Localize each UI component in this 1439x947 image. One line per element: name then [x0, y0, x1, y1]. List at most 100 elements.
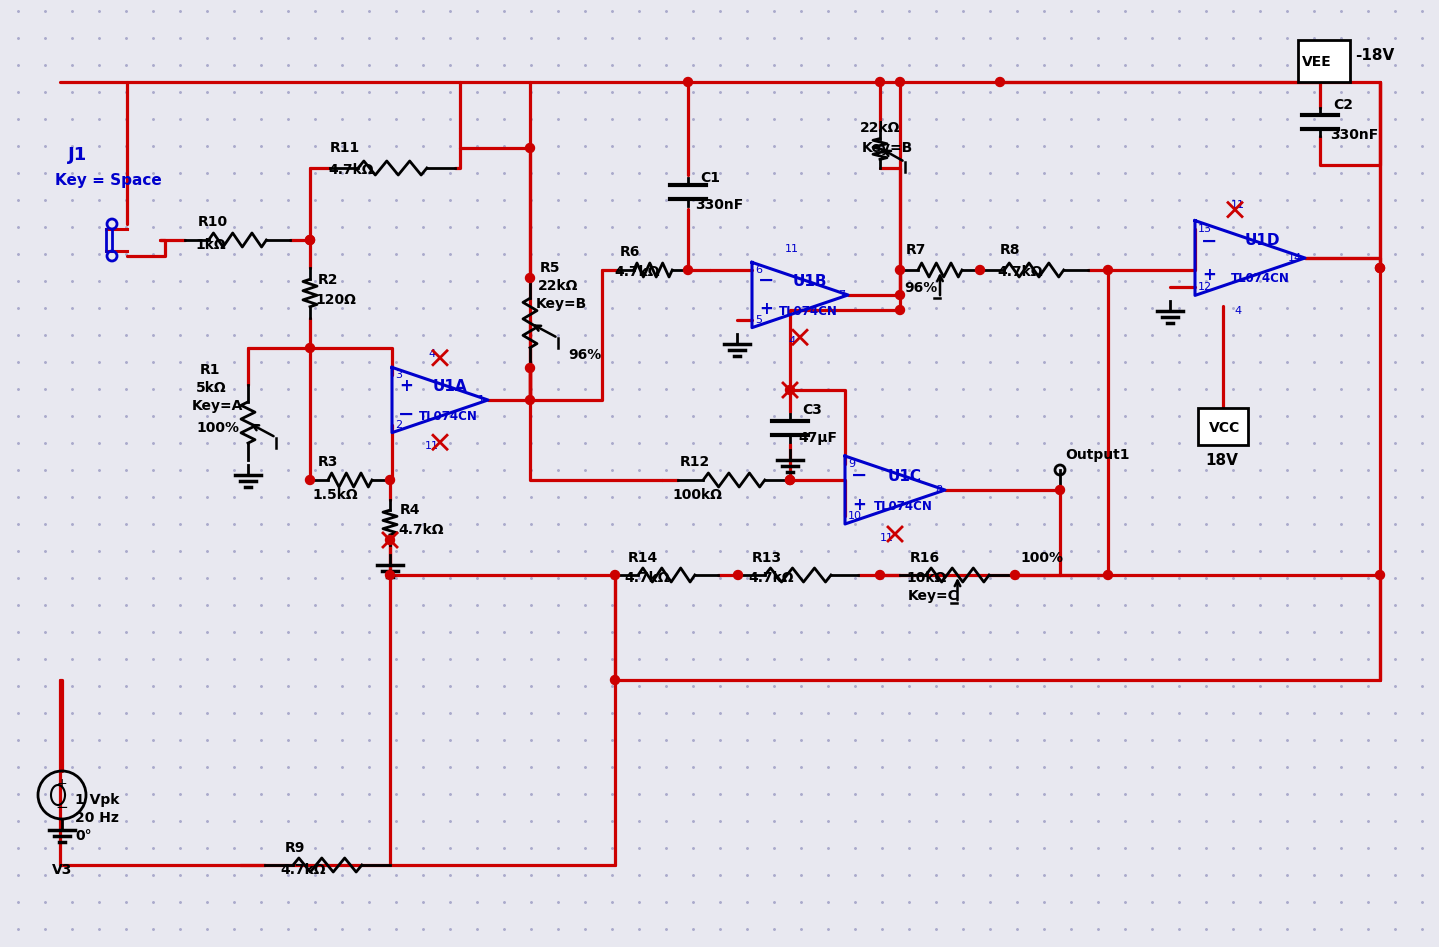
- Text: 22kΩ: 22kΩ: [538, 279, 578, 293]
- Text: R10: R10: [199, 215, 229, 229]
- Text: +: +: [399, 377, 413, 395]
- Text: Key=A: Key=A: [191, 399, 243, 413]
- Circle shape: [895, 265, 905, 275]
- Circle shape: [684, 78, 692, 86]
- Text: VCC: VCC: [1209, 421, 1240, 435]
- Text: TL074CN: TL074CN: [419, 409, 478, 422]
- Circle shape: [734, 570, 743, 580]
- Text: −: −: [397, 405, 414, 424]
- Text: 4.7kΩ: 4.7kΩ: [399, 523, 443, 537]
- Text: 0°: 0°: [75, 829, 92, 843]
- Text: 1kΩ: 1kΩ: [196, 238, 226, 252]
- Circle shape: [1055, 486, 1065, 494]
- Text: R8: R8: [1000, 243, 1020, 257]
- Text: 8: 8: [935, 485, 943, 495]
- Text: U1B: U1B: [793, 274, 827, 289]
- Text: 4: 4: [429, 349, 436, 359]
- Text: 11: 11: [786, 244, 799, 254]
- Text: C3: C3: [802, 403, 822, 417]
- Circle shape: [895, 78, 905, 86]
- Text: 100%: 100%: [196, 421, 239, 435]
- Text: 4: 4: [1235, 307, 1242, 316]
- Text: 5: 5: [755, 315, 763, 325]
- Circle shape: [610, 570, 620, 580]
- Text: 330nF: 330nF: [1330, 128, 1379, 142]
- Text: R2: R2: [318, 273, 338, 287]
- Text: C1: C1: [699, 171, 720, 185]
- Text: R9: R9: [285, 841, 305, 855]
- Text: 4.7kΩ: 4.7kΩ: [614, 265, 659, 279]
- Text: 1: 1: [478, 395, 485, 405]
- Text: +: +: [852, 496, 866, 514]
- Circle shape: [386, 535, 394, 545]
- Text: R12: R12: [681, 455, 711, 469]
- Text: R6: R6: [620, 245, 640, 259]
- Circle shape: [525, 274, 534, 282]
- Text: R13: R13: [753, 551, 783, 565]
- Circle shape: [1010, 570, 1019, 580]
- Circle shape: [305, 236, 315, 244]
- Text: TL074CN: TL074CN: [778, 305, 837, 317]
- Text: TL074CN: TL074CN: [1230, 272, 1289, 284]
- Text: +: +: [56, 777, 68, 790]
- Circle shape: [1376, 263, 1384, 273]
- Text: 96%: 96%: [904, 281, 937, 295]
- Text: 100kΩ: 100kΩ: [672, 488, 722, 502]
- Text: Key=B: Key=B: [535, 297, 587, 311]
- Text: U1D: U1D: [1245, 233, 1279, 247]
- Text: R7: R7: [907, 243, 927, 257]
- Text: 96%: 96%: [568, 348, 602, 362]
- Text: 18V: 18V: [1204, 453, 1238, 468]
- Text: −: −: [758, 271, 774, 290]
- Circle shape: [996, 78, 1004, 86]
- Text: 4: 4: [789, 336, 796, 346]
- Bar: [1199, 408, 1248, 445]
- Text: −: −: [850, 466, 868, 485]
- Text: 7: 7: [837, 290, 845, 300]
- Text: 13: 13: [1199, 224, 1212, 235]
- Text: TL074CN: TL074CN: [873, 499, 932, 512]
- Circle shape: [786, 385, 794, 395]
- Circle shape: [1104, 265, 1112, 275]
- Text: R16: R16: [909, 551, 940, 565]
- Circle shape: [525, 396, 534, 404]
- Text: 120Ω: 120Ω: [315, 293, 355, 307]
- Text: 4.7kΩ: 4.7kΩ: [625, 571, 669, 585]
- Text: Key=C: Key=C: [908, 589, 958, 603]
- Circle shape: [1376, 263, 1384, 273]
- Text: 1 Vpk: 1 Vpk: [75, 793, 119, 807]
- Text: 4.7kΩ: 4.7kΩ: [328, 163, 374, 177]
- Text: 11: 11: [1230, 200, 1245, 209]
- Circle shape: [976, 265, 984, 275]
- Circle shape: [895, 306, 905, 314]
- Text: 4.7kΩ: 4.7kΩ: [997, 265, 1042, 279]
- Text: 22kΩ: 22kΩ: [861, 121, 901, 135]
- Circle shape: [525, 364, 534, 372]
- Text: 3: 3: [394, 370, 401, 380]
- Circle shape: [875, 570, 885, 580]
- Text: −: −: [1200, 232, 1217, 251]
- Text: V3: V3: [52, 863, 72, 877]
- Circle shape: [684, 265, 692, 275]
- Circle shape: [305, 475, 315, 485]
- Text: 47µF: 47µF: [799, 431, 837, 445]
- Circle shape: [305, 236, 315, 244]
- Text: Output1: Output1: [1065, 448, 1130, 462]
- Text: 20 Hz: 20 Hz: [75, 811, 119, 825]
- Circle shape: [1104, 570, 1112, 580]
- Circle shape: [386, 570, 394, 580]
- Text: 100%: 100%: [1020, 551, 1063, 565]
- Text: J1: J1: [68, 146, 88, 164]
- Text: 9: 9: [848, 459, 855, 469]
- Circle shape: [875, 78, 885, 86]
- Text: 4.7kΩ: 4.7kΩ: [748, 571, 793, 585]
- Text: 5kΩ: 5kΩ: [196, 381, 226, 395]
- Text: U1C: U1C: [888, 469, 922, 484]
- Text: R1: R1: [200, 363, 220, 377]
- Text: 12: 12: [1199, 281, 1212, 292]
- Text: +: +: [1202, 265, 1216, 283]
- Text: Key = Space: Key = Space: [55, 172, 161, 188]
- Text: 11: 11: [425, 440, 439, 451]
- Text: Key=B: Key=B: [862, 141, 914, 155]
- Text: 6: 6: [755, 265, 763, 275]
